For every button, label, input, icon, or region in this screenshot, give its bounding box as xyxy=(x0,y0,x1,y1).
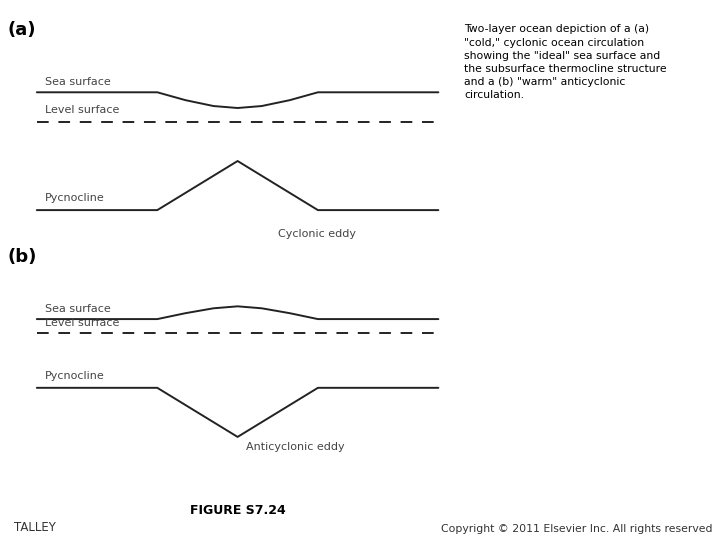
Text: Level surface: Level surface xyxy=(45,105,120,115)
Text: Sea surface: Sea surface xyxy=(45,77,111,87)
Text: FIGURE S7.24: FIGURE S7.24 xyxy=(190,504,285,517)
Text: TALLEY: TALLEY xyxy=(14,521,56,534)
Text: Sea surface: Sea surface xyxy=(45,304,111,314)
Text: Anticyclonic eddy: Anticyclonic eddy xyxy=(246,442,344,452)
Text: Pycnocline: Pycnocline xyxy=(45,371,104,381)
Text: Level surface: Level surface xyxy=(45,318,120,328)
Text: (a): (a) xyxy=(8,21,37,39)
Text: Copyright © 2011 Elsevier Inc. All rights reserved: Copyright © 2011 Elsevier Inc. All right… xyxy=(441,523,713,534)
Text: Two-layer ocean depiction of a (a)
"cold," cyclonic ocean circulation
showing th: Two-layer ocean depiction of a (a) "cold… xyxy=(464,24,667,100)
Text: Cyclonic eddy: Cyclonic eddy xyxy=(278,228,356,239)
Text: Pycnocline: Pycnocline xyxy=(45,193,104,203)
Text: (b): (b) xyxy=(8,248,37,266)
